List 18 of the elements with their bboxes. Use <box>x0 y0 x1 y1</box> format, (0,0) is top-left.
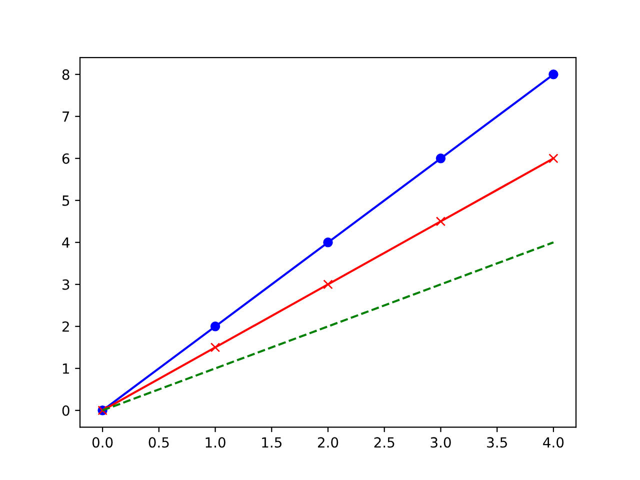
x-tick-label: 1.0 <box>206 437 226 448</box>
x-tick-label: 0.0 <box>92 437 113 448</box>
y-tick-label: 3 <box>62 279 70 290</box>
x-tick-label: 4.0 <box>543 437 564 448</box>
x-tick-label: 0.5 <box>148 437 169 448</box>
y-tick-label: 1 <box>62 364 69 374</box>
x-tick-label: 2.5 <box>374 437 394 448</box>
x-tick-label: 2.0 <box>318 437 338 448</box>
x-tick-label: 3.5 <box>487 437 507 448</box>
y-tick-label: 5 <box>62 196 70 206</box>
y-tick-label: 0 <box>62 405 70 416</box>
x-tick-label: 3.0 <box>430 437 451 448</box>
y-tick-label: 7 <box>62 112 70 122</box>
y-tick-label: 8 <box>62 69 70 80</box>
y-tick-label: 6 <box>62 153 70 164</box>
x-tick-label: 1.5 <box>262 437 282 448</box>
y-tick-label: 2 <box>62 321 69 332</box>
y-tick-label: 4 <box>62 238 70 248</box>
